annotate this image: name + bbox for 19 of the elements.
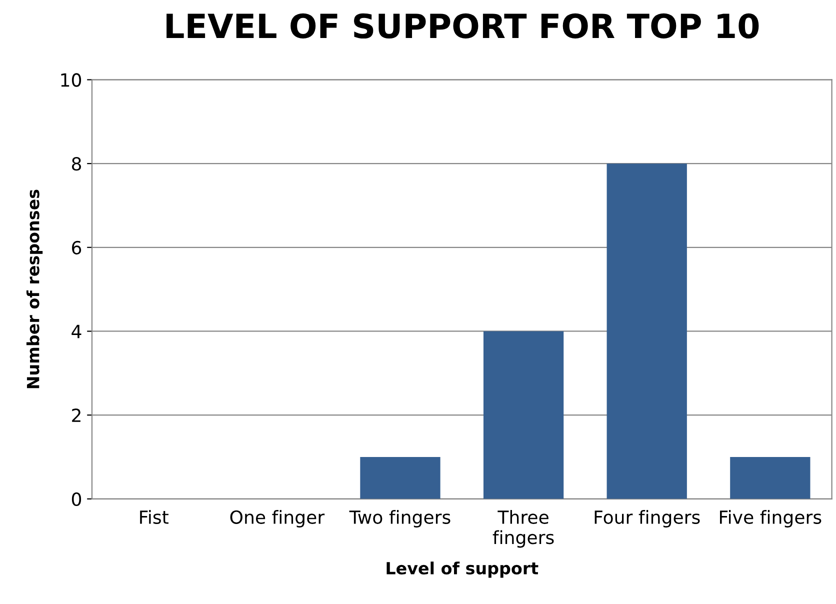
y-tick-label: 10 <box>61 73 82 87</box>
y-tick-label: 6 <box>72 240 82 255</box>
chart-title: LEVEL OF SUPPORT FOR TOP 10 <box>166 13 759 39</box>
y-tick-label: 4 <box>72 324 82 338</box>
x-tick-label: Four fingers <box>594 510 700 528</box>
x-tick-label: Two fingers <box>349 510 450 528</box>
x-tick-label: Fist <box>140 510 168 524</box>
x-tick-label: Five fingers <box>720 510 822 528</box>
bar <box>483 331 564 499</box>
y-tick-label: 0 <box>72 492 82 506</box>
bar <box>606 164 687 499</box>
y-tick-label: 2 <box>72 408 80 422</box>
y-tick-label: 8 <box>72 157 81 171</box>
x-tick-label: One finger <box>230 510 325 528</box>
bar <box>730 456 810 499</box>
y-axis-title: Number of responses <box>26 190 43 388</box>
x-axis-title: Level of support <box>386 562 538 578</box>
bar <box>360 456 440 499</box>
x-tick-label: Three fingers <box>492 510 554 548</box>
